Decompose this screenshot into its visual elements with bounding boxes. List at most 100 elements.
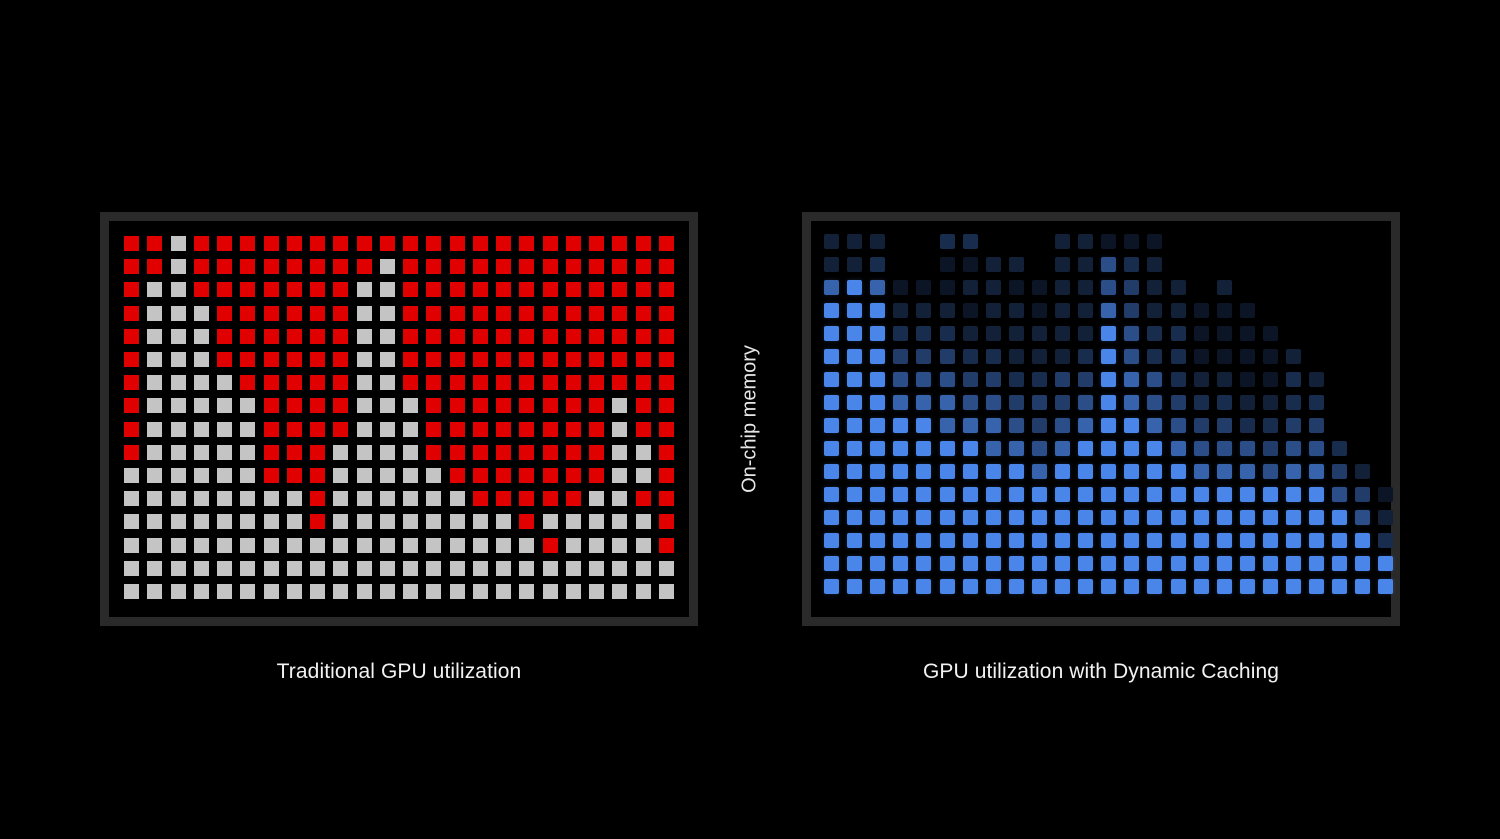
unused-allocated-cell (124, 375, 139, 390)
dynamic-cache-cell (824, 395, 839, 410)
dynamic-cache-cell (986, 487, 1001, 502)
dynamic-cache-cell (1124, 234, 1139, 249)
unused-allocated-cell (473, 445, 488, 460)
unused-allocated-cell (450, 236, 465, 251)
dynamic-cache-cell (1078, 349, 1093, 364)
used-memory-cell (147, 561, 162, 576)
used-memory-cell (147, 422, 162, 437)
used-memory-cell (426, 468, 441, 483)
dynamic-cache-cell (1055, 303, 1070, 318)
used-memory-cell (124, 468, 139, 483)
used-memory-cell (217, 398, 232, 413)
unused-allocated-cell (543, 352, 558, 367)
dynamic-cache-cell (963, 395, 978, 410)
unused-allocated-cell (589, 282, 604, 297)
dynamic-cache-cell (963, 234, 978, 249)
dynamic-cache-cell (1101, 280, 1116, 295)
dynamic-cache-cell (824, 441, 839, 456)
used-memory-cell (659, 561, 674, 576)
dynamic-caching-caption: GPU utilization with Dynamic Caching (802, 660, 1400, 684)
dynamic-cache-cell (1009, 257, 1024, 272)
dynamic-cache-cell (870, 326, 885, 341)
dynamic-cache-cell (1355, 510, 1370, 525)
dynamic-cache-cell (1009, 556, 1024, 571)
dynamic-cache-cell (916, 487, 931, 502)
used-memory-cell (124, 491, 139, 506)
dynamic-cache-cell (1078, 257, 1093, 272)
dynamic-cache-cell (1240, 326, 1255, 341)
dynamic-cache-cell (1009, 280, 1024, 295)
unused-allocated-cell (426, 375, 441, 390)
dynamic-cache-cell (1101, 441, 1116, 456)
used-memory-cell (450, 561, 465, 576)
dynamic-cache-cell (1009, 487, 1024, 502)
unused-allocated-cell (240, 329, 255, 344)
used-memory-cell (217, 514, 232, 529)
unused-allocated-cell (519, 514, 534, 529)
used-memory-cell (357, 398, 372, 413)
dynamic-cache-cell (1101, 257, 1116, 272)
unused-allocated-cell (566, 422, 581, 437)
unused-allocated-cell (496, 445, 511, 460)
dynamic-cache-cell (1332, 464, 1347, 479)
unused-allocated-cell (496, 236, 511, 251)
used-memory-cell (171, 445, 186, 460)
unused-allocated-cell (496, 329, 511, 344)
dynamic-cache-cell (963, 556, 978, 571)
unused-allocated-cell (287, 422, 302, 437)
used-memory-cell (333, 491, 348, 506)
dynamic-cache-cell (1055, 326, 1070, 341)
used-memory-cell (496, 514, 511, 529)
unused-allocated-cell (612, 282, 627, 297)
used-memory-cell (636, 514, 651, 529)
unused-allocated-cell (217, 236, 232, 251)
dynamic-cache-cell (893, 303, 908, 318)
unused-allocated-cell (333, 422, 348, 437)
dynamic-cache-cell (916, 303, 931, 318)
dynamic-cache-cell (893, 326, 908, 341)
dynamic-cache-cell (940, 372, 955, 387)
used-memory-cell (194, 514, 209, 529)
used-memory-cell (357, 491, 372, 506)
unused-allocated-cell (589, 352, 604, 367)
dynamic-cache-cell (824, 349, 839, 364)
dynamic-cache-cell (1032, 280, 1047, 295)
unused-allocated-cell (519, 282, 534, 297)
used-memory-cell (380, 584, 395, 599)
dynamic-cache-cell (824, 510, 839, 525)
dynamic-cache-cell (940, 510, 955, 525)
dynamic-cache-cell (1078, 418, 1093, 433)
dynamic-cache-cell (1240, 579, 1255, 594)
dynamic-cache-cell (1055, 464, 1070, 479)
dynamic-cache-cell (986, 533, 1001, 548)
unused-allocated-cell (450, 306, 465, 321)
dynamic-cache-cell (893, 349, 908, 364)
dynamic-cache-cell (1147, 579, 1162, 594)
unused-allocated-cell (659, 538, 674, 553)
used-memory-cell (147, 468, 162, 483)
dynamic-cache-cell (1078, 280, 1093, 295)
used-memory-cell (357, 538, 372, 553)
dynamic-cache-cell (1124, 533, 1139, 548)
unused-allocated-cell (636, 282, 651, 297)
dynamic-cache-cell (940, 349, 955, 364)
dynamic-cache-cell (1263, 579, 1278, 594)
used-memory-cell (519, 561, 534, 576)
unused-allocated-cell (240, 375, 255, 390)
unused-allocated-cell (333, 398, 348, 413)
dynamic-cache-cell (1032, 579, 1047, 594)
unused-allocated-cell (124, 259, 139, 274)
dynamic-cache-cell (1032, 487, 1047, 502)
used-memory-cell (403, 561, 418, 576)
used-memory-cell (240, 584, 255, 599)
used-memory-cell (171, 538, 186, 553)
used-memory-cell (589, 561, 604, 576)
dynamic-cache-cell (1217, 372, 1232, 387)
used-memory-cell (612, 422, 627, 437)
dynamic-cache-cell (1147, 303, 1162, 318)
unused-allocated-cell (403, 236, 418, 251)
unused-allocated-cell (473, 468, 488, 483)
dynamic-cache-cell (1009, 349, 1024, 364)
dynamic-cache-cell (1263, 510, 1278, 525)
dynamic-cache-cell (916, 372, 931, 387)
